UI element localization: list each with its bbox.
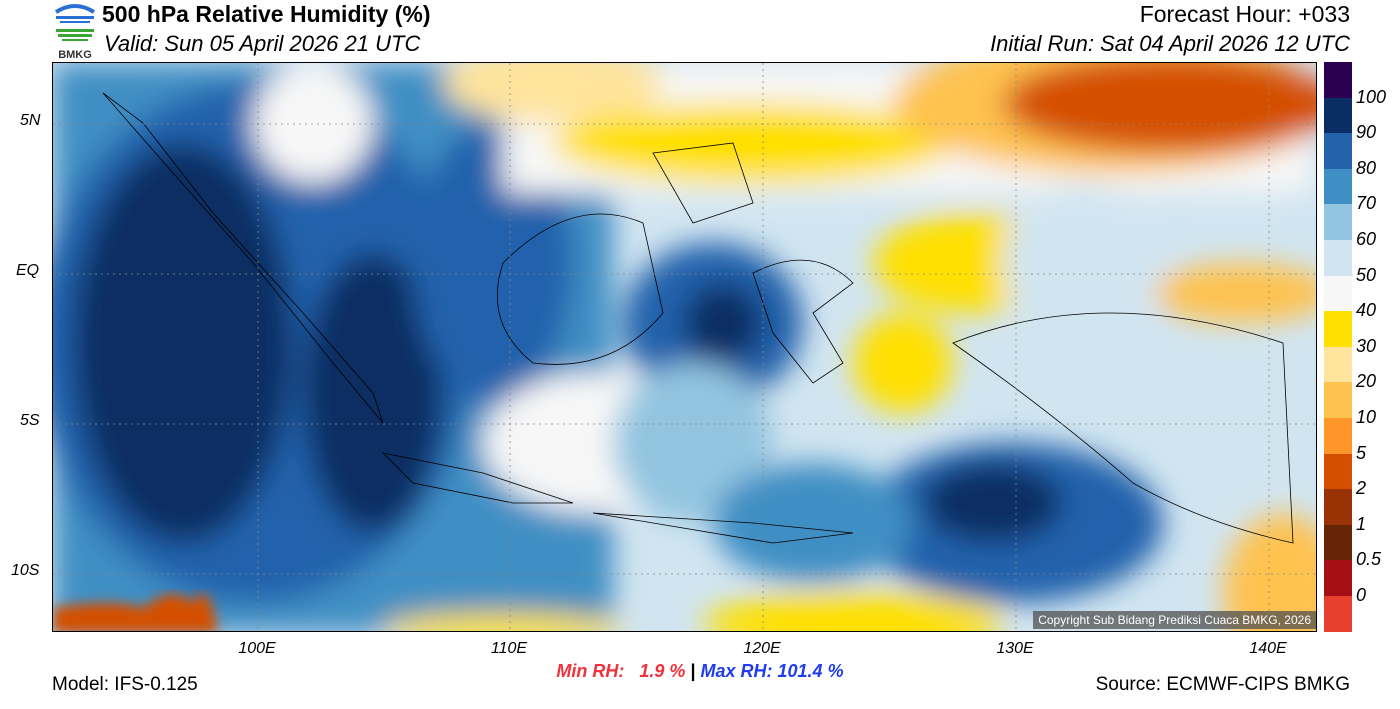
colorbar-label: 10 [1356,407,1377,427]
svg-text:BMKG: BMKG [58,49,92,60]
colorbar-segment [1324,595,1352,632]
colorbar-label: 5 [1356,442,1367,463]
lon-label: 140E [1249,640,1287,657]
colorbar-segment [1324,239,1352,276]
lat-label: EQ [16,262,40,279]
lon-label: 130E [996,640,1034,657]
humidity-map [52,62,1317,632]
colorbar-label: 60 [1356,229,1377,249]
colorbar-segment [1324,382,1352,418]
colorbar-segment [1324,524,1352,561]
colorbar-segment [1324,168,1352,205]
colorbar-segment [1324,97,1352,134]
model-label: Model: IFS-0.125 [52,674,198,695]
colorbar-segment [1324,311,1352,347]
min-rh: Min RH: 1.9 % [556,661,686,681]
colorbar-label: 1 [1356,513,1367,534]
lon-label: 120E [743,640,781,657]
lon-label: 100E [238,640,276,657]
colorbar-segment [1324,62,1352,98]
lat-label: 5S [20,412,40,429]
colorbar-label: 30 [1356,335,1377,356]
rh-stats: Min RH: 1.9 % | Max RH: 101.4 % [0,661,1400,682]
colorbar-segment [1324,275,1352,312]
colorbar-label: 2 [1356,478,1367,499]
forecast-hour: Forecast Hour: +033 [1139,1,1350,27]
colorbar-segment [1324,560,1352,596]
colorbar-label: 80 [1356,157,1377,178]
colorbar-segment [1324,453,1352,490]
colorbar-label: 90 [1356,122,1377,143]
colorbar-segment [1324,133,1352,169]
colorbar-label: 50 [1356,264,1377,285]
bmkg-logo: BMKG [52,2,98,61]
initial-run: Initial Run: Sat 04 April 2026 12 UTC [990,31,1350,56]
colorbar-label: 40 [1356,300,1377,321]
colorbar-label: 100 [1356,86,1387,107]
colorbar-segment [1324,204,1352,240]
valid-time: Valid: Sun 05 April 2026 21 UTC [104,31,421,56]
colorbar-segment [1324,417,1352,454]
lat-label: 5N [20,112,41,129]
chart-title: 500 hPa Relative Humidity (%) [102,1,431,27]
source-label: Source: ECMWF-CIPS BMKG [1095,674,1350,695]
colorbar-label: 0.5 [1356,549,1382,570]
colorbar-segment [1324,489,1352,525]
max-rh: Max RH: 101.4 % [700,661,844,681]
colorbar-label: 0 [1356,585,1367,605]
colorbar-label: 70 [1356,193,1377,214]
colorbar-segment [1324,346,1352,383]
lat-label: 10S [11,562,40,579]
lon-label: 110E [490,640,528,657]
stats-separator: | [690,661,696,681]
colorbar [1324,62,1352,632]
colorbar-label: 20 [1356,371,1377,392]
copyright-notice: Copyright Sub Bidang Prediksi Cuaca BMKG… [1033,611,1316,629]
